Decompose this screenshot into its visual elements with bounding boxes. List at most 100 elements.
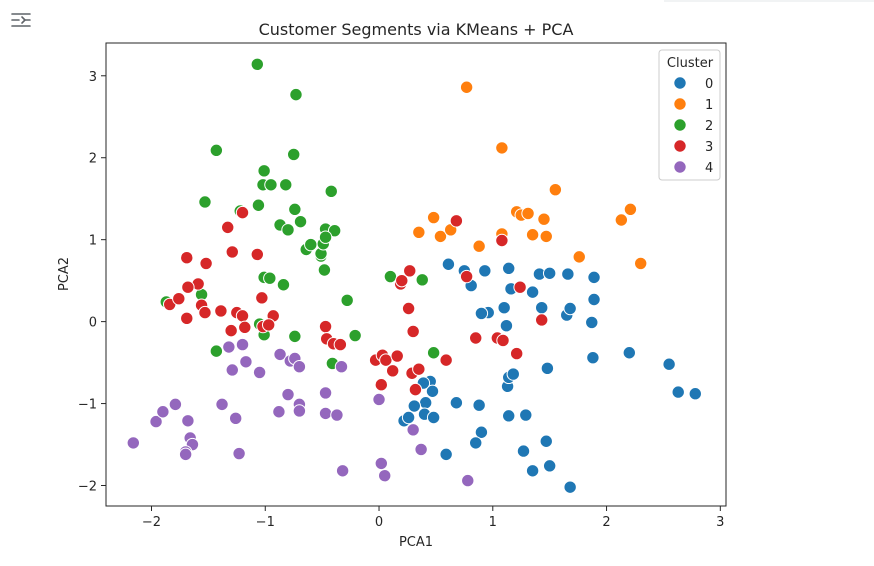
- point-cluster-0: [401, 410, 416, 425]
- point-cluster-0: [478, 264, 492, 278]
- point-cluster-3: [439, 353, 453, 367]
- point-cluster-4: [235, 337, 250, 352]
- point-cluster-0: [561, 267, 575, 281]
- point-cluster-3: [238, 320, 252, 335]
- point-cluster-2: [289, 87, 303, 102]
- x-axis-label: PCA1: [399, 535, 433, 550]
- point-cluster-3: [199, 256, 213, 271]
- point-cluster-0: [662, 357, 676, 371]
- point-cluster-2: [209, 344, 224, 358]
- y-tick-label: 3: [89, 70, 97, 85]
- point-cluster-2: [198, 195, 212, 209]
- x-tick-label: 1: [489, 515, 497, 530]
- point-cluster-0: [688, 387, 702, 401]
- point-cluster-4: [126, 436, 141, 450]
- point-cluster-4: [378, 468, 392, 483]
- point-cluster-2: [257, 164, 271, 178]
- point-cluster-0: [539, 434, 553, 448]
- point-cluster-3: [255, 291, 269, 305]
- legend-label-2: 2: [705, 119, 713, 134]
- plot-frame: [105, 42, 727, 507]
- x-tick-label: 3: [716, 515, 724, 530]
- x-tick-label: 0: [375, 515, 383, 530]
- point-cluster-4: [273, 347, 287, 362]
- point-cluster-4: [225, 363, 239, 377]
- legend-label-4: 4: [705, 161, 713, 176]
- y-tick-label: 0: [89, 316, 97, 331]
- point-cluster-2: [327, 223, 342, 238]
- point-cluster-2: [293, 214, 308, 229]
- y-tick-label: 1: [89, 234, 97, 249]
- point-cluster-3: [225, 245, 239, 259]
- point-cluster-3: [224, 323, 238, 338]
- point-cluster-0: [587, 270, 601, 285]
- point-cluster-4: [168, 397, 183, 412]
- point-cluster-0: [622, 346, 637, 360]
- point-cluster-0: [542, 459, 557, 473]
- point-cluster-0: [506, 367, 520, 381]
- point-cluster-3: [261, 318, 276, 332]
- point-cluster-3: [374, 378, 389, 392]
- point-cluster-3: [390, 349, 404, 363]
- legend-label-0: 0: [705, 77, 713, 92]
- point-cluster-0: [535, 300, 549, 315]
- point-cluster-3: [235, 309, 250, 323]
- point-cluster-3: [495, 233, 509, 248]
- point-cluster-4: [334, 359, 349, 374]
- point-cluster-4: [252, 365, 267, 380]
- point-cluster-2: [264, 178, 278, 192]
- point-cluster-4: [228, 411, 243, 426]
- point-cluster-3: [181, 280, 195, 294]
- point-cluster-2: [324, 184, 338, 199]
- ticks-layer: −2 −1 0 1 2 3 −2 −1 0 1 2 3: [78, 70, 725, 530]
- point-cluster-3: [172, 291, 186, 306]
- point-cluster-2: [340, 293, 354, 308]
- point-cluster-1: [548, 182, 563, 197]
- point-cluster-4: [272, 405, 286, 419]
- y-tick-label: −1: [78, 398, 97, 413]
- point-cluster-3: [412, 362, 426, 376]
- point-cluster-1: [614, 213, 629, 227]
- point-cluster-4: [406, 423, 420, 437]
- point-cluster-3: [401, 301, 416, 316]
- point-cluster-3: [180, 251, 194, 265]
- y-tick-label: 2: [89, 152, 97, 167]
- point-cluster-4: [461, 473, 475, 488]
- point-cluster-2: [209, 143, 224, 158]
- point-cluster-2: [251, 198, 266, 212]
- point-cluster-0: [474, 306, 489, 321]
- point-cluster-4: [330, 408, 344, 422]
- point-cluster-2: [281, 223, 295, 237]
- point-cluster-4: [335, 464, 350, 478]
- header-divider: [664, 0, 874, 2]
- point-cluster-3: [250, 247, 265, 262]
- point-cluster-3: [235, 205, 250, 220]
- point-cluster-4: [222, 340, 236, 354]
- point-cluster-3: [385, 364, 400, 378]
- point-cluster-3: [459, 269, 474, 284]
- point-cluster-1: [539, 229, 553, 244]
- point-cluster-0: [502, 261, 516, 276]
- point-cluster-3: [406, 324, 420, 339]
- legend-title: Cluster: [667, 56, 714, 71]
- legend-marker-4: [673, 160, 687, 174]
- x-tick-label: 2: [602, 515, 610, 530]
- point-cluster-4: [318, 406, 333, 421]
- point-cluster-0: [499, 319, 514, 333]
- point-cluster-1: [572, 250, 586, 264]
- point-cluster-0: [441, 257, 456, 271]
- point-cluster-2: [317, 263, 332, 277]
- legend-label-1: 1: [705, 98, 713, 113]
- point-cluster-2: [318, 230, 333, 244]
- point-cluster-4: [215, 397, 229, 412]
- point-cluster-2: [304, 237, 318, 252]
- point-cluster-2: [426, 346, 441, 360]
- legend-marker-3: [673, 139, 687, 153]
- point-cluster-4: [149, 414, 163, 429]
- point-cluster-0: [563, 301, 577, 316]
- output-settings-icon[interactable]: [10, 10, 32, 30]
- legend-marker-1: [673, 97, 687, 111]
- point-cluster-4: [281, 387, 295, 402]
- point-cluster-2: [415, 273, 429, 287]
- point-cluster-0: [418, 396, 433, 410]
